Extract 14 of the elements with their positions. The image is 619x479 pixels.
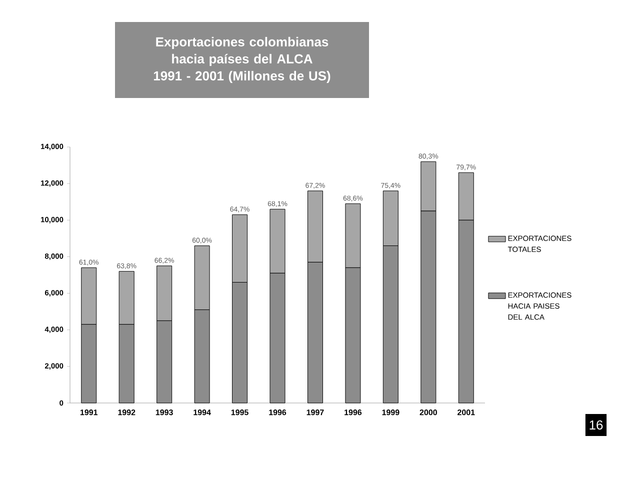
x-tick-label: 1999 xyxy=(382,410,400,416)
x-tick-label: 2000 xyxy=(420,410,437,416)
x-tick-label: 1996 xyxy=(344,410,362,416)
x-tick-label: 2001 xyxy=(458,410,475,416)
x-tick-label: 1996 xyxy=(269,410,286,416)
x-tick-label: 1991 xyxy=(80,410,98,416)
x-tick-label: 1993 xyxy=(156,410,173,416)
chart-subtitle: 1991 - 2001 (Millones de US) xyxy=(154,70,330,84)
x-tick-label: 1994 xyxy=(194,410,211,416)
x-tick-label: 1995 xyxy=(231,410,248,416)
chart-title: Exportaciones colombianas hacia países del ALCA xyxy=(156,36,328,66)
text: 16 xyxy=(590,420,603,430)
x-tick-label: 1997 xyxy=(306,410,324,416)
x-tick-label: 1992 xyxy=(118,410,136,416)
